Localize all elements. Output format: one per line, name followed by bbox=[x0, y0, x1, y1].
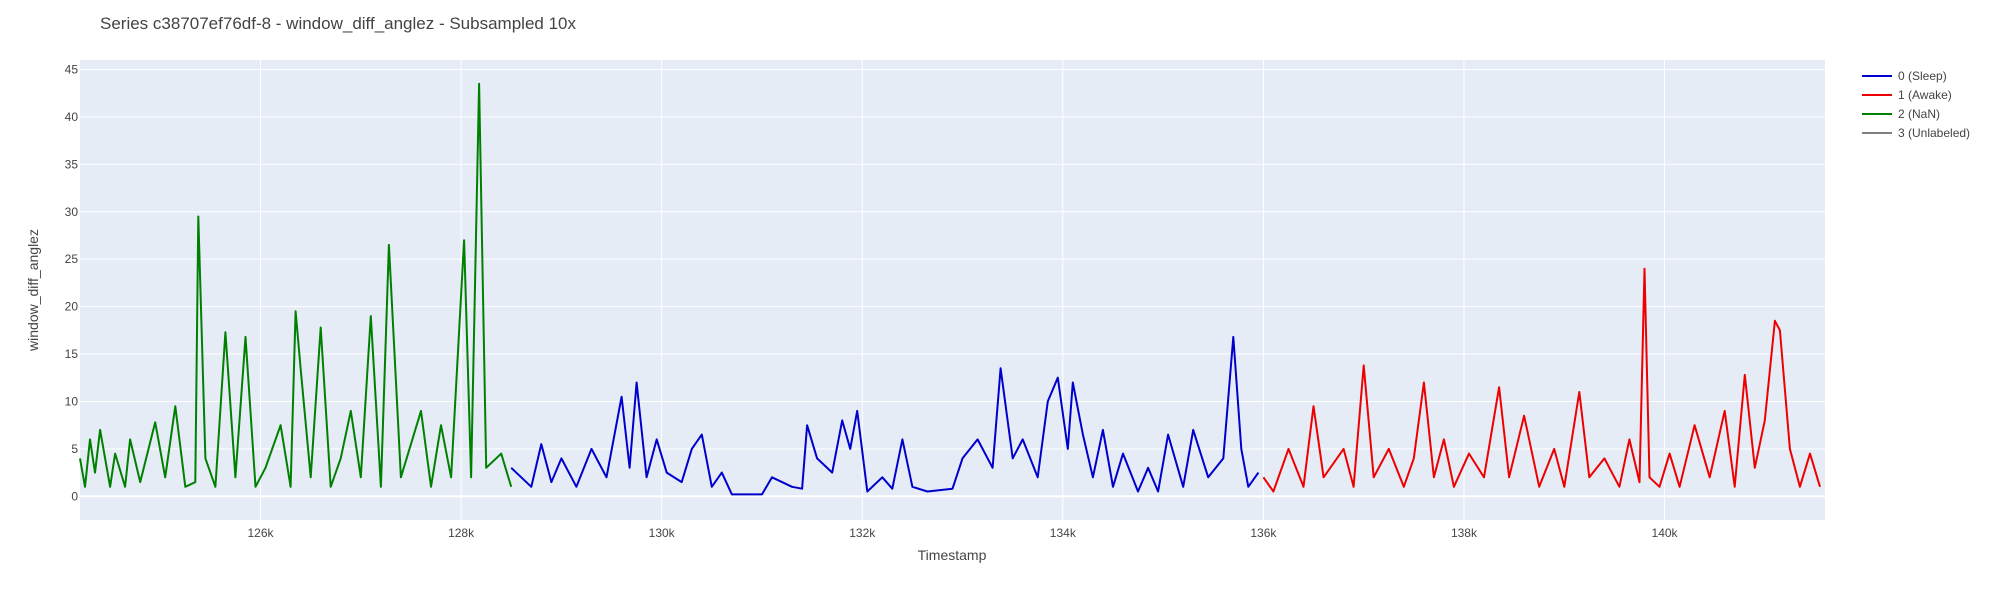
y-tick-label: 10 bbox=[65, 394, 79, 408]
series-layer bbox=[79, 82, 1821, 496]
legend-label: 2 (NaN) bbox=[1898, 106, 1941, 121]
y-tick-label: 25 bbox=[65, 252, 79, 266]
chart-title: Series c38707ef76df-8 - window_diff_angl… bbox=[100, 14, 576, 33]
grid-lines bbox=[80, 60, 1825, 520]
x-tick-label: 130k bbox=[649, 526, 676, 540]
y-tick-label: 35 bbox=[65, 157, 79, 171]
legend-swatch bbox=[1862, 112, 1892, 115]
x-axis-title: Timestamp bbox=[918, 547, 987, 563]
x-tick-label: 136k bbox=[1250, 526, 1277, 540]
legend-label: 3 (Unlabeled) bbox=[1898, 125, 1971, 140]
legend-swatch bbox=[1862, 131, 1892, 134]
tick-labels: 126k 128k 130k 132k 134k 136k 138k 140k 0 5 10 15 20… bbox=[65, 62, 1679, 540]
y-tick-label: 45 bbox=[65, 62, 79, 76]
legend-item[interactable]: 1 (Awake) bbox=[1862, 85, 1970, 104]
plot-background bbox=[80, 60, 1825, 520]
y-tick-label: 40 bbox=[65, 110, 79, 124]
legend-swatch bbox=[1862, 74, 1892, 77]
legend-swatch bbox=[1862, 93, 1892, 96]
x-tick-label: 140k bbox=[1652, 526, 1679, 540]
x-tick-label: 126k bbox=[248, 526, 275, 540]
x-tick-label: 132k bbox=[849, 526, 876, 540]
series-line-0-sleep[interactable] bbox=[510, 335, 1260, 496]
legend-label: 1 (Awake) bbox=[1898, 87, 1952, 102]
legend-item[interactable]: 3 (Unlabeled) bbox=[1862, 123, 1970, 142]
y-tick-label: 5 bbox=[71, 442, 78, 456]
series-line-1-awake[interactable] bbox=[1262, 267, 1821, 493]
y-axis-title: window_diff_anglez bbox=[25, 229, 41, 352]
x-tick-label: 138k bbox=[1451, 526, 1478, 540]
y-tick-label: 15 bbox=[65, 347, 79, 361]
legend-label: 0 (Sleep) bbox=[1898, 68, 1947, 83]
y-tick-label: 30 bbox=[65, 205, 79, 219]
x-tick-label: 134k bbox=[1050, 526, 1077, 540]
legend-item[interactable]: 0 (Sleep) bbox=[1862, 66, 1970, 85]
legend-item[interactable]: 2 (NaN) bbox=[1862, 104, 1970, 123]
series-line-2-nan[interactable] bbox=[79, 82, 513, 488]
x-tick-label: 128k bbox=[448, 526, 475, 540]
y-tick-label: 0 bbox=[71, 489, 78, 503]
y-tick-label: 20 bbox=[65, 300, 79, 314]
legend: 0 (Sleep) 1 (Awake) 2 (NaN) 3 (Unlabeled) bbox=[1862, 66, 1970, 142]
